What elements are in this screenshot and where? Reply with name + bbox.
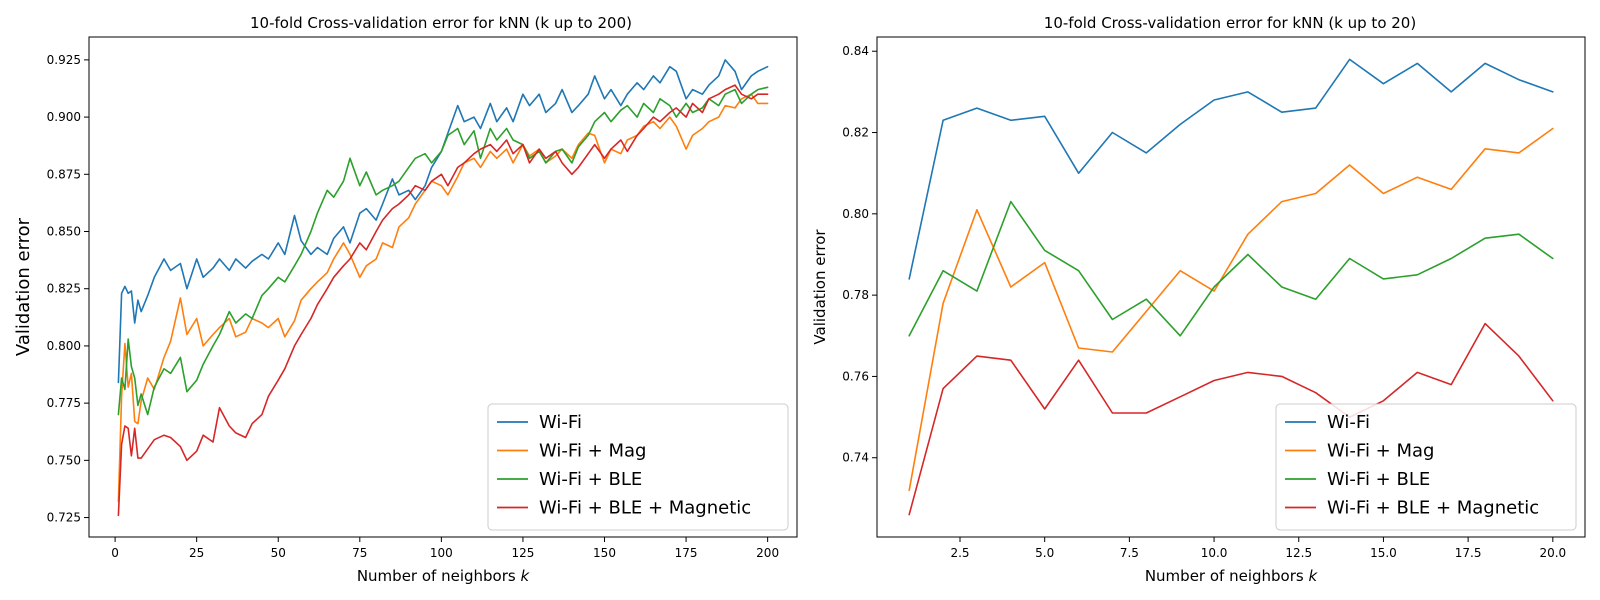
legend-left: Wi-Fi Wi-Fi + Mag Wi-Fi + BLE Wi-Fi + BLE +… [487, 403, 789, 531]
x-tick-label: 0 [111, 546, 119, 560]
y-tick-label: 0.725 [47, 511, 81, 525]
y-tick-label: 0.925 [47, 53, 81, 67]
legend-label-wi-fi-mag: Wi-Fi + Mag [1327, 441, 1434, 462]
x-tick-label: 75 [352, 546, 367, 560]
x-tick-label: 200 [756, 546, 779, 560]
y-tick-label: 0.74 [842, 451, 869, 465]
y-axis-label-left: Validation error [13, 217, 34, 356]
x-tick-label: 2.5 [950, 546, 969, 560]
x-ticks-left: 0 25 50 75 100 125 150 175 200 [111, 537, 779, 560]
legend-label-wi-fi-mag: Wi-Fi + Mag [539, 441, 646, 462]
x-tick-label: 5.0 [1035, 546, 1054, 560]
legend-label-wi-fi-ble-magnetic: Wi-Fi + BLE + Magnetic [539, 498, 751, 519]
y-ticks-right: 0.74 0.76 0.78 0.80 0.82 0.84 [842, 44, 877, 465]
series-line-wi-fi-ble [908, 200, 1554, 337]
y-tick-label: 0.80 [842, 207, 869, 221]
x-tick-label: 10.0 [1201, 546, 1228, 560]
legend-label-wi-fi-ble: Wi-Fi + BLE [539, 469, 642, 490]
series-line-wi-fi-ble [117, 86, 769, 416]
y-tick-label: 0.76 [842, 369, 869, 383]
y-tick-label: 0.775 [47, 396, 81, 410]
chart-title-left: 10-fold Cross-validation error for kNN (… [250, 14, 632, 32]
chart-panel-left: 10-fold Cross-validation error for kNN (… [13, 14, 798, 585]
y-tick-label: 0.84 [842, 44, 869, 58]
x-tick-label: 150 [593, 546, 616, 560]
y-tick-label: 0.800 [47, 339, 81, 353]
series-line-wi-fi [908, 58, 1554, 280]
legend-box-right [1275, 403, 1577, 531]
series-group-right [908, 58, 1554, 516]
x-tick-label: 175 [675, 546, 698, 560]
chart-panel-right: 10-fold Cross-validation error for kNN (… [811, 14, 1586, 585]
x-axis-label-left: Number of neighbors k [357, 567, 531, 585]
x-tick-label: 15.0 [1370, 546, 1397, 560]
x-tick-label: 125 [511, 546, 534, 560]
x-tick-label: 7.5 [1120, 546, 1139, 560]
y-axis-label-right: Validation error [811, 229, 829, 345]
series-line-wi-fi-ble-magnetic [117, 84, 769, 517]
x-tick-label: 50 [271, 546, 286, 560]
y-ticks-left: 0.725 0.750 0.775 0.800 0.825 0.850 0.875 0.900… [47, 53, 89, 525]
legend-box-left [487, 403, 789, 531]
x-ticks-right: 2.5 5.0 7.5 10.0 12.5 15.0 17.5 20.0 [950, 537, 1566, 560]
y-tick-label: 0.875 [47, 167, 81, 181]
x-tick-label: 100 [430, 546, 453, 560]
legend-label-wi-fi: Wi-Fi [1327, 412, 1370, 433]
legend-label-wi-fi-ble: Wi-Fi + BLE [1327, 469, 1430, 490]
plot-area-left [88, 36, 798, 538]
series-line-wi-fi-mag [908, 127, 1554, 492]
legend-label-wi-fi: Wi-Fi [539, 412, 582, 433]
chart-title-right: 10-fold Cross-validation error for kNN (… [1044, 14, 1416, 32]
series-line-wi-fi [117, 59, 769, 384]
x-tick-label: 17.5 [1455, 546, 1482, 560]
x-tick-label: 12.5 [1285, 546, 1312, 560]
x-tick-label: 20.0 [1539, 546, 1566, 560]
plot-area-right [876, 36, 1586, 538]
legend-right: Wi-Fi Wi-Fi + Mag Wi-Fi + BLE Wi-Fi + BLE +… [1275, 403, 1577, 531]
y-tick-label: 0.82 [842, 126, 869, 140]
x-tick-label: 25 [189, 546, 204, 560]
y-tick-label: 0.78 [842, 288, 869, 302]
y-tick-label: 0.750 [47, 453, 81, 467]
y-tick-label: 0.900 [47, 110, 81, 124]
series-group-left [117, 59, 769, 517]
y-tick-label: 0.825 [47, 282, 81, 296]
legend-label-wi-fi-ble-magnetic: Wi-Fi + BLE + Magnetic [1327, 498, 1539, 519]
x-axis-label-right: Number of neighbors k [1145, 567, 1319, 585]
series-line-wi-fi-ble-magnetic [908, 322, 1554, 516]
y-tick-label: 0.850 [47, 225, 81, 239]
